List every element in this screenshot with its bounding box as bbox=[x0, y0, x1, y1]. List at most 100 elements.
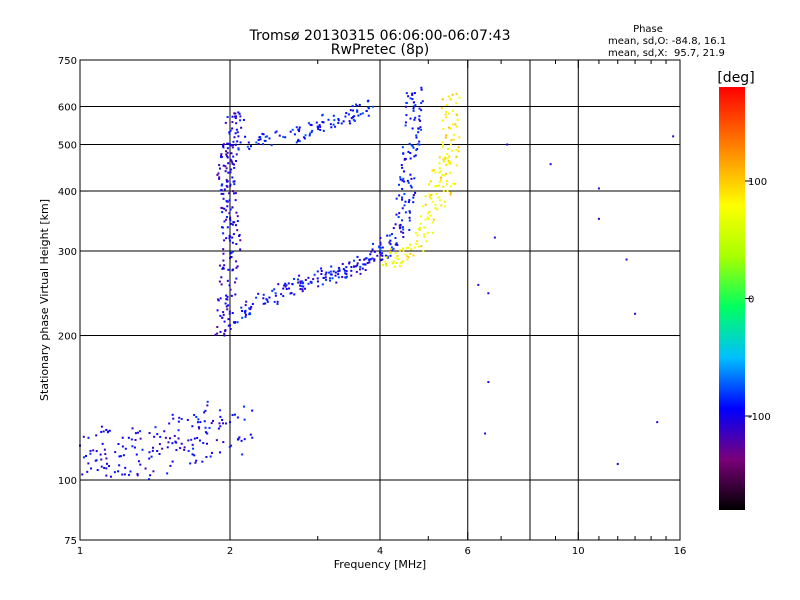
data-point bbox=[240, 126, 243, 129]
data-point bbox=[223, 207, 226, 210]
data-point bbox=[301, 280, 304, 283]
data-point bbox=[218, 176, 221, 179]
data-point bbox=[293, 133, 296, 136]
data-point bbox=[121, 473, 124, 476]
data-point bbox=[434, 207, 437, 210]
data-point bbox=[384, 263, 387, 266]
data-point bbox=[222, 441, 225, 444]
data-point bbox=[276, 300, 279, 303]
data-point bbox=[218, 280, 221, 283]
data-point bbox=[161, 447, 164, 450]
data-point bbox=[342, 120, 345, 123]
data-point bbox=[234, 143, 237, 146]
data-point bbox=[192, 447, 195, 450]
data-point bbox=[412, 201, 415, 204]
data-point bbox=[248, 307, 251, 310]
data-point bbox=[198, 427, 201, 430]
data-point bbox=[103, 466, 106, 469]
data-point bbox=[144, 467, 147, 470]
data-point bbox=[180, 417, 183, 420]
data-point bbox=[311, 129, 314, 132]
data-point bbox=[379, 246, 382, 249]
data-point bbox=[297, 130, 300, 133]
data-point bbox=[297, 278, 300, 281]
data-point bbox=[409, 97, 412, 100]
data-point bbox=[223, 220, 226, 223]
data-point bbox=[414, 104, 417, 107]
data-point bbox=[402, 177, 405, 180]
data-point bbox=[434, 185, 437, 188]
data-point bbox=[381, 246, 384, 249]
data-point bbox=[334, 125, 337, 128]
data-point bbox=[231, 206, 234, 209]
data-point bbox=[414, 154, 417, 157]
data-point bbox=[96, 469, 99, 472]
data-point bbox=[380, 259, 383, 262]
data-point bbox=[359, 113, 362, 116]
data-point bbox=[448, 171, 451, 174]
data-point bbox=[99, 453, 102, 456]
data-point bbox=[398, 224, 401, 227]
data-point bbox=[225, 298, 228, 301]
data-point bbox=[337, 266, 340, 269]
data-point bbox=[335, 281, 338, 284]
data-point bbox=[334, 274, 337, 277]
x-tick-label: 1 bbox=[77, 546, 83, 557]
data-point bbox=[410, 144, 413, 147]
data-point bbox=[239, 239, 242, 242]
data-point bbox=[308, 134, 311, 137]
data-point bbox=[338, 269, 341, 272]
data-point bbox=[389, 251, 392, 254]
data-point bbox=[404, 253, 407, 256]
data-point bbox=[406, 258, 409, 261]
axis-ticks bbox=[79, 59, 681, 541]
data-point bbox=[285, 288, 288, 291]
data-point bbox=[226, 180, 229, 183]
data-point bbox=[341, 275, 344, 278]
stats-line-x: mean, sd,X: 95.7, 21.9 bbox=[608, 48, 725, 59]
data-point bbox=[133, 446, 136, 449]
data-point bbox=[445, 103, 448, 106]
data-points bbox=[79, 86, 675, 481]
data-point bbox=[413, 246, 416, 249]
data-point bbox=[345, 275, 348, 278]
data-point bbox=[235, 266, 238, 269]
data-point bbox=[341, 263, 344, 266]
data-point bbox=[416, 240, 419, 243]
data-point bbox=[316, 270, 319, 273]
data-point bbox=[397, 215, 400, 218]
data-point bbox=[309, 123, 312, 126]
data-point bbox=[389, 254, 392, 257]
data-point bbox=[225, 199, 228, 202]
data-point bbox=[290, 292, 293, 295]
y-tick-label: 500 bbox=[58, 141, 77, 152]
data-point bbox=[416, 143, 419, 146]
data-point bbox=[422, 249, 425, 252]
data-point bbox=[399, 178, 402, 181]
data-point bbox=[432, 169, 435, 172]
data-point bbox=[426, 216, 429, 219]
data-point bbox=[121, 436, 124, 439]
data-point bbox=[224, 165, 227, 168]
data-point bbox=[215, 439, 218, 442]
data-point bbox=[401, 196, 404, 199]
data-point bbox=[232, 180, 235, 183]
data-point bbox=[446, 153, 449, 156]
data-point bbox=[220, 153, 223, 156]
data-point bbox=[343, 269, 346, 272]
data-point bbox=[226, 155, 229, 158]
data-point bbox=[226, 279, 229, 282]
data-point bbox=[236, 215, 239, 218]
data-point bbox=[394, 243, 397, 246]
data-point bbox=[353, 115, 356, 118]
data-point bbox=[399, 249, 402, 252]
stats-heading: Phase bbox=[633, 24, 663, 35]
data-point bbox=[100, 425, 103, 428]
data-point bbox=[296, 139, 299, 142]
data-point bbox=[456, 118, 459, 121]
data-point bbox=[367, 99, 370, 102]
y-tick-label: 100 bbox=[58, 476, 77, 487]
data-point bbox=[428, 183, 431, 186]
data-point bbox=[337, 270, 340, 273]
data-point bbox=[330, 126, 333, 129]
